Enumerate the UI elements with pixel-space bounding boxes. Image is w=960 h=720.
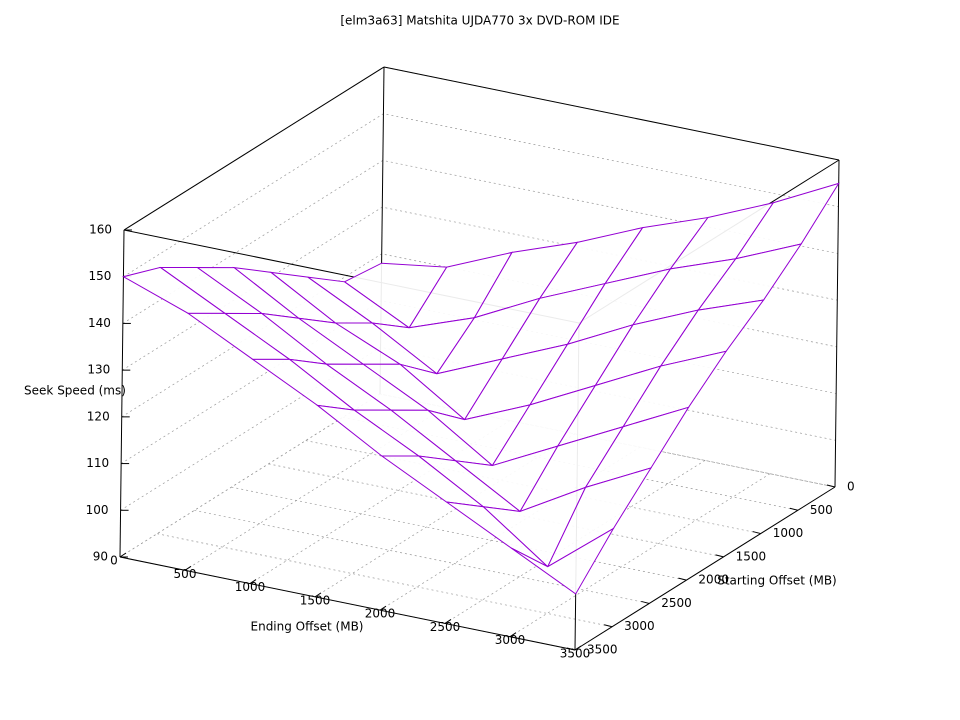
z-tick-label: 120 — [87, 409, 110, 423]
box-edge — [119, 556, 576, 651]
x-tick-label: 3000 — [495, 633, 526, 647]
z-axis-label: Seek Speed (ms) — [24, 384, 126, 398]
z-tick-label: 160 — [89, 223, 112, 237]
y-tick-label: 2500 — [661, 596, 692, 610]
y-tick — [566, 647, 576, 651]
x-tick — [574, 645, 582, 651]
z-tick-label: 130 — [87, 363, 110, 377]
box-edge — [123, 66, 385, 231]
x-tick-label: 2000 — [365, 607, 396, 621]
chart-title: [elm3a63] Matshita UJDA770 3x DVD-ROM ID… — [340, 14, 619, 28]
x-tick-label: 3500 — [560, 647, 591, 661]
surface-cell — [510, 527, 615, 595]
y-tick — [604, 624, 613, 628]
x-tick-label: 1000 — [235, 580, 266, 594]
x-tick — [509, 632, 517, 638]
y-axis-label: Starting Offset (MB) — [717, 574, 837, 588]
grid-line — [444, 460, 706, 624]
y-tick-label: 0 — [847, 480, 855, 494]
y-tick — [752, 531, 761, 535]
y-tick — [789, 507, 798, 511]
y-tick-label: 2000 — [698, 573, 729, 587]
z-tick-label: 90 — [93, 550, 108, 564]
x-tick — [119, 552, 127, 558]
y-tick-label: 3500 — [587, 643, 618, 657]
y-tick — [641, 600, 650, 604]
x-tick — [444, 619, 452, 624]
y-tick-label: 1000 — [773, 526, 804, 540]
y-tick-label: 3000 — [624, 619, 655, 633]
y-tick — [678, 577, 687, 581]
box-edge — [574, 486, 836, 651]
x-tick — [314, 592, 322, 598]
y-tick-label: 1500 — [736, 549, 767, 563]
box-edge — [834, 159, 840, 488]
y-tick-label: 500 — [810, 503, 833, 517]
x-tick-label: 500 — [174, 567, 197, 581]
z-tick-label: 110 — [86, 456, 109, 470]
x-tick-label: 0 — [110, 554, 118, 568]
x-tick — [379, 605, 387, 611]
y-tick — [715, 554, 724, 558]
y-tick — [826, 484, 836, 488]
z-tick-label: 150 — [89, 269, 112, 283]
grid-line — [119, 393, 381, 558]
x-tick-label: 1500 — [300, 593, 331, 607]
x-axis-label: Ending Offset (MB) — [251, 620, 364, 634]
z-tick-label: 140 — [88, 316, 111, 330]
x-tick — [249, 579, 257, 584]
x-tick-label: 2500 — [430, 620, 461, 634]
grid-line — [123, 66, 840, 231]
grid-line — [509, 473, 771, 638]
box-edge — [119, 229, 125, 558]
box-edge — [383, 66, 840, 161]
x-tick — [184, 565, 192, 571]
z-tick-label: 100 — [86, 503, 109, 517]
